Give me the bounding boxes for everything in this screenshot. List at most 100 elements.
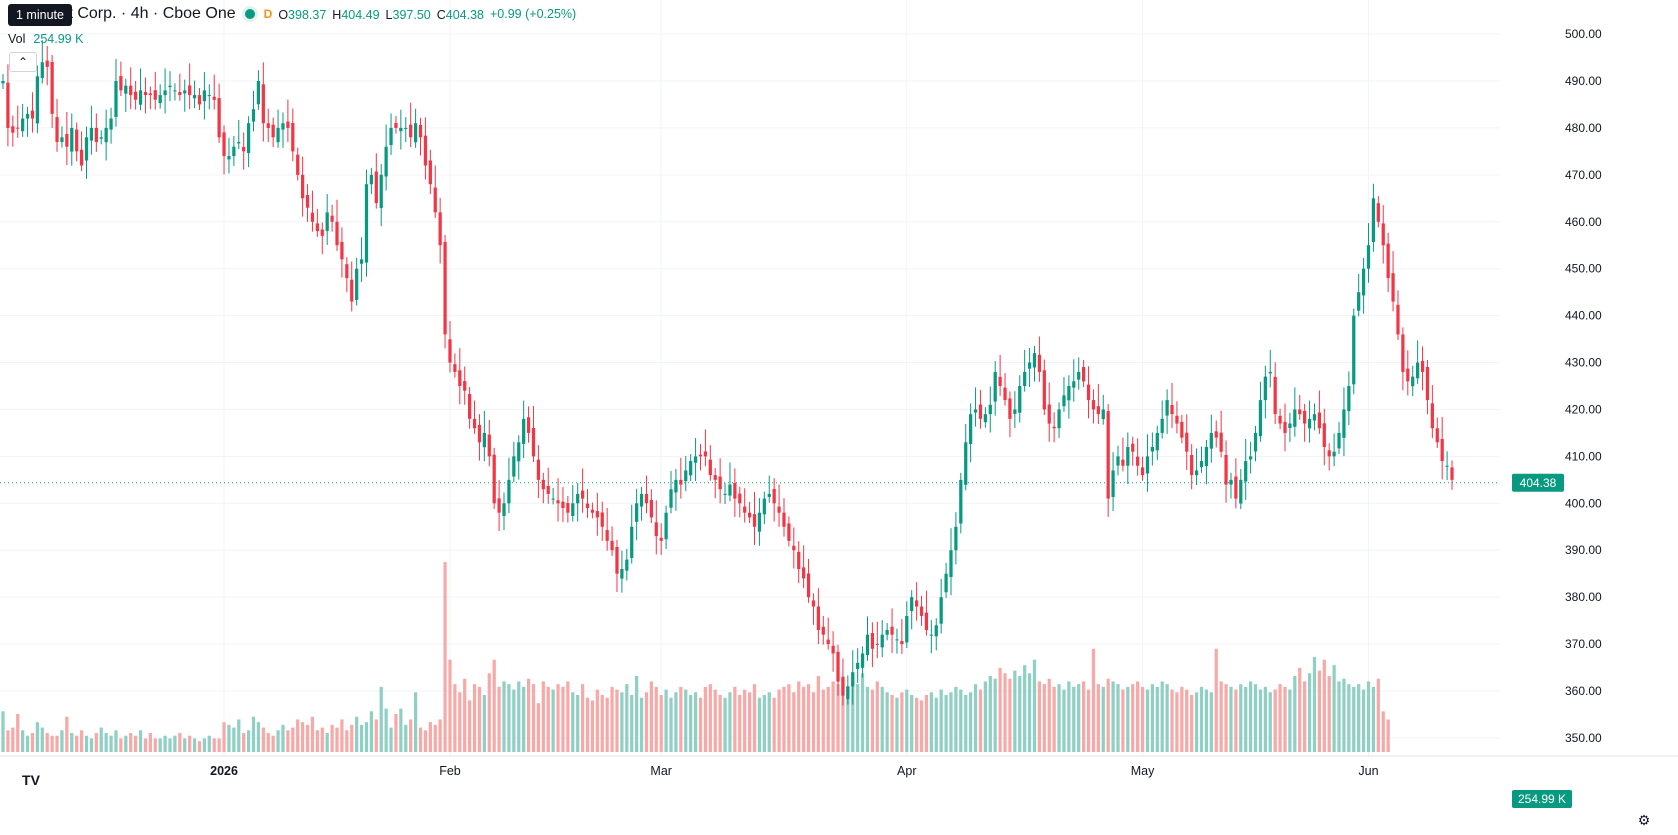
volume-bar: [1361, 689, 1366, 752]
x-tick-label: Feb: [439, 764, 461, 778]
volume-bar: [875, 681, 879, 752]
volume-bar: [752, 684, 757, 752]
volume-bar: [281, 724, 285, 752]
candle-body: [1332, 451, 1336, 457]
candle-body: [1018, 386, 1022, 413]
y-tick-label: 410.00: [1565, 449, 1602, 463]
candle-body: [468, 393, 472, 419]
candle-body: [585, 503, 590, 508]
volume-bar: [949, 692, 953, 752]
candle-body: [723, 493, 727, 495]
volume-bar: [1253, 684, 1258, 752]
x-tick-label: May: [1131, 764, 1155, 778]
candle-body: [1, 81, 5, 84]
volume-bar: [512, 689, 516, 752]
candle-body: [1190, 454, 1194, 476]
close-value: 404.38: [445, 8, 484, 22]
volume-bar: [1209, 692, 1213, 752]
candle-body: [625, 559, 629, 571]
volume-bar: [772, 697, 776, 752]
volume-bar: [242, 733, 246, 752]
candle-body: [217, 98, 221, 138]
volume-bar: [978, 689, 983, 752]
candle-body: [649, 500, 653, 518]
volume-bar: [802, 686, 806, 752]
volume-bar: [1278, 684, 1282, 752]
volume-bar: [1244, 686, 1248, 752]
volume-bar: [286, 730, 290, 752]
volume-bar: [192, 738, 197, 752]
volume-bar: [30, 733, 35, 752]
candle-body: [551, 498, 555, 500]
market-status-icon[interactable]: [241, 6, 258, 22]
candle-body: [374, 171, 378, 203]
candle-body: [173, 90, 177, 92]
volume-bar: [21, 730, 25, 752]
volume-bar: [413, 692, 418, 752]
candle-body: [654, 522, 658, 537]
volume-bar: [183, 738, 187, 752]
collapse-legend-button[interactable]: ⌃: [9, 52, 37, 72]
candle-body: [1445, 465, 1449, 467]
candle-body: [571, 503, 575, 516]
candle-body: [453, 364, 457, 372]
candle-body: [1106, 411, 1110, 499]
volume-bar: [35, 722, 40, 752]
volume-bar: [1023, 665, 1027, 752]
volume-bar: [674, 692, 678, 752]
volume-bar: [698, 697, 703, 752]
candle-body: [124, 85, 128, 94]
candle-body: [1401, 334, 1405, 372]
interval-badge[interactable]: D: [263, 7, 273, 21]
volume-bar: [1307, 673, 1312, 752]
volume-bar: [649, 681, 653, 752]
candle-body: [728, 484, 732, 496]
time-axis[interactable]: 2026 Feb Mar Apr May Jun: [0, 755, 1678, 778]
volume-bar: [797, 681, 801, 752]
volume-bar: [733, 686, 737, 752]
candle-body: [973, 409, 978, 413]
candle-body: [70, 127, 74, 152]
last-price-label: 404.38: [1520, 476, 1557, 490]
volume-bar: [1111, 681, 1115, 752]
volume-bar: [1175, 692, 1179, 752]
volume-bar: [1072, 686, 1076, 752]
candle-body: [325, 212, 329, 231]
y-tick-label: 380.00: [1565, 590, 1602, 604]
volume-bar: [266, 733, 270, 752]
candle-body: [954, 526, 958, 551]
volume-bar: [1047, 678, 1051, 752]
volume-bar: [487, 673, 491, 752]
y-tick-label: 390.00: [1565, 543, 1602, 557]
volume-label[interactable]: Vol: [8, 32, 26, 46]
candle-body: [1037, 354, 1042, 372]
candle-body: [404, 127, 408, 129]
candle-body: [1283, 421, 1287, 433]
volume-bar: [630, 695, 634, 752]
volume-bar: [1199, 686, 1204, 752]
price-axis[interactable]: 500.00 490.00 480.00 470.00 460.00 450.00 440.…: [1500, 0, 1678, 835]
candle-body: [296, 154, 300, 175]
volume-bar: [502, 681, 506, 752]
candle-body: [1042, 370, 1046, 410]
candle-body: [1366, 245, 1371, 269]
volume-bar: [453, 684, 457, 752]
volume-bar: [944, 695, 948, 752]
candle-body: [389, 127, 393, 146]
candle-body: [335, 221, 339, 246]
settings-gear-icon[interactable]: ⚙: [1637, 811, 1651, 828]
volume-bar: [173, 735, 177, 752]
candle-body: [1406, 368, 1410, 382]
candle-body: [168, 85, 172, 88]
candle-body: [472, 418, 477, 429]
volume-bar: [202, 738, 207, 752]
volume-bar: [271, 735, 275, 752]
tradingview-logo-icon[interactable]: TV: [14, 768, 48, 792]
volume-bar: [625, 684, 629, 752]
volume-bar: [1376, 678, 1380, 752]
x-tick-label: Mar: [650, 764, 672, 778]
candle-body: [787, 523, 791, 541]
candle-body: [630, 526, 634, 558]
candle-body: [600, 512, 604, 527]
